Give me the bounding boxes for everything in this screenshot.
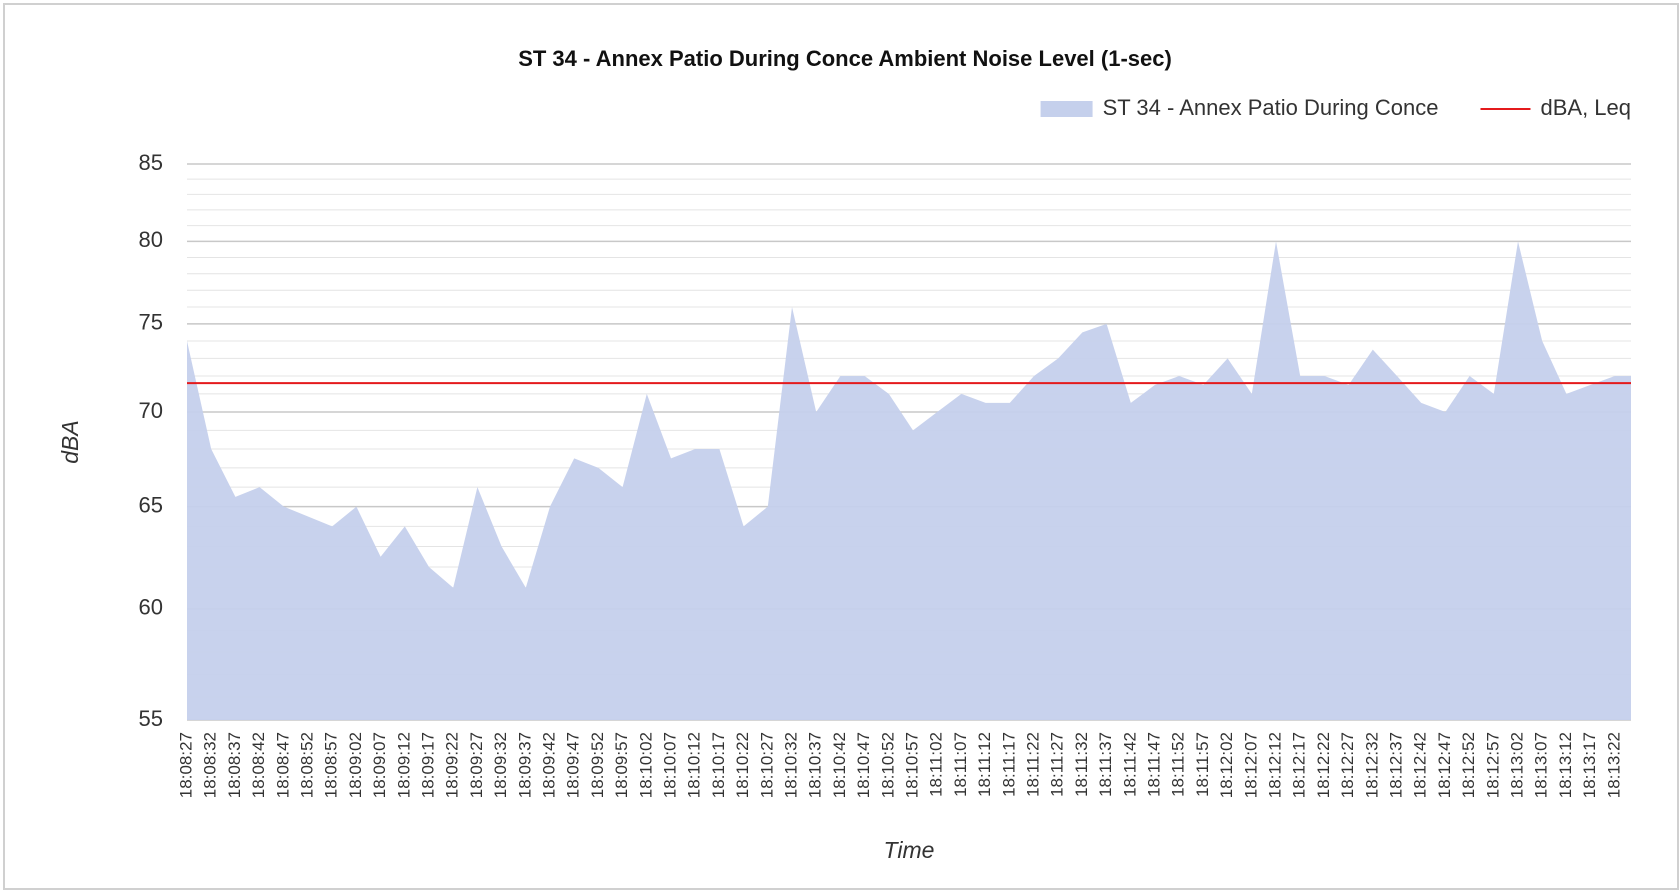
x-tick-label: 18:11:27 — [1048, 732, 1067, 797]
x-tick-label: 18:10:52 — [878, 732, 897, 798]
x-tick-label: 18:10:27 — [757, 732, 776, 798]
x-tick-label: 18:11:32 — [1072, 732, 1091, 797]
x-tick-label: 18:13:12 — [1556, 732, 1575, 798]
x-tick-label: 18:12:22 — [1314, 732, 1333, 798]
x-tick-label: 18:12:07 — [1241, 732, 1260, 798]
x-tick-label: 18:13:07 — [1532, 732, 1551, 798]
legend-label: dBA, Leq — [1540, 95, 1631, 120]
y-axis-title: dBA — [57, 420, 83, 463]
x-tick-label: 18:09:47 — [564, 732, 583, 798]
x-tick-label: 18:11:12 — [975, 732, 994, 797]
x-tick-label: 18:11:57 — [1193, 732, 1212, 797]
x-tick-label: 18:12:12 — [1265, 732, 1284, 798]
x-tick-label: 18:09:57 — [612, 732, 631, 798]
area — [187, 241, 1631, 721]
x-tick-label: 18:12:37 — [1386, 732, 1405, 798]
x-tick-label: 18:10:17 — [709, 732, 728, 798]
x-tick-label: 18:09:02 — [346, 732, 365, 798]
x-tick-label: 18:12:32 — [1362, 732, 1381, 798]
x-tick-label: 18:10:07 — [660, 732, 679, 798]
x-tick-label: 18:13:17 — [1580, 732, 1599, 798]
x-tick-label: 18:12:47 — [1435, 732, 1454, 798]
x-tick-label: 18:11:42 — [1120, 732, 1139, 797]
x-tick-label: 18:12:42 — [1411, 732, 1430, 798]
legend-swatch — [1040, 101, 1093, 117]
x-tick-label: 18:09:22 — [443, 732, 462, 798]
x-tick-label: 18:12:17 — [1290, 732, 1309, 798]
x-tick-label: 18:11:02 — [927, 732, 946, 797]
x-tick-label: 18:11:07 — [951, 732, 970, 797]
x-tick-label: 18:11:37 — [1096, 732, 1115, 797]
x-tick-label: 18:08:27 — [176, 732, 195, 798]
x-tick-label: 18:10:32 — [781, 732, 800, 798]
x-tick-label: 18:08:47 — [273, 732, 292, 798]
x-tick-label: 18:09:37 — [515, 732, 534, 798]
x-tick-label: 18:10:12 — [685, 732, 704, 798]
x-tick-label: 18:13:22 — [1604, 732, 1623, 798]
x-tick-label: 18:08:57 — [322, 732, 341, 798]
x-tick-label: 18:10:57 — [902, 732, 921, 798]
x-tick-label: 18:11:47 — [1144, 732, 1163, 797]
x-tick-label: 18:12:57 — [1483, 732, 1502, 798]
y-tick-label: 75 — [139, 310, 163, 335]
x-tick-label: 18:11:22 — [1023, 732, 1042, 797]
x-tick-label: 18:09:27 — [467, 732, 486, 798]
x-tick-label: 18:08:37 — [225, 732, 244, 798]
chart-title: ST 34 - Annex Patio During Conce Ambient… — [518, 46, 1172, 71]
x-tick-label: 18:13:02 — [1507, 732, 1526, 798]
x-axis-title: Time — [884, 837, 935, 863]
x-tick-label: 18:08:42 — [249, 732, 268, 798]
x-tick-label: 18:09:07 — [370, 732, 389, 798]
y-tick-label: 70 — [139, 398, 163, 423]
x-tick-label: 18:11:52 — [1169, 732, 1188, 797]
x-tick-label: 18:10:22 — [733, 732, 752, 798]
x-tick-label: 18:10:37 — [806, 732, 825, 798]
x-tick-label: 18:08:52 — [297, 732, 316, 798]
y-tick-label: 55 — [139, 706, 163, 731]
x-tick-label: 18:11:17 — [999, 732, 1018, 797]
x-tick-label: 18:10:47 — [854, 732, 873, 798]
x-tick-label: 18:08:32 — [201, 732, 220, 798]
x-tick-label: 18:12:27 — [1338, 732, 1357, 798]
y-tick-label: 60 — [139, 595, 163, 620]
y-tick-label: 65 — [139, 492, 163, 517]
x-tick-label: 18:09:32 — [491, 732, 510, 798]
x-tick-label: 18:10:02 — [636, 732, 655, 798]
x-tick-label: 18:09:52 — [588, 732, 607, 798]
y-tick-label: 85 — [139, 150, 163, 175]
x-tick-label: 18:10:42 — [830, 732, 849, 798]
x-tick-label: 18:12:52 — [1459, 732, 1478, 798]
x-tick-label: 18:09:12 — [394, 732, 413, 798]
x-tick-label: 18:09:42 — [539, 732, 558, 798]
x-tick-label: 18:12:02 — [1217, 732, 1236, 798]
y-tick-label: 80 — [139, 227, 163, 252]
legend-label: ST 34 - Annex Patio During Conce — [1103, 95, 1439, 120]
x-tick-label: 18:09:17 — [418, 732, 437, 798]
